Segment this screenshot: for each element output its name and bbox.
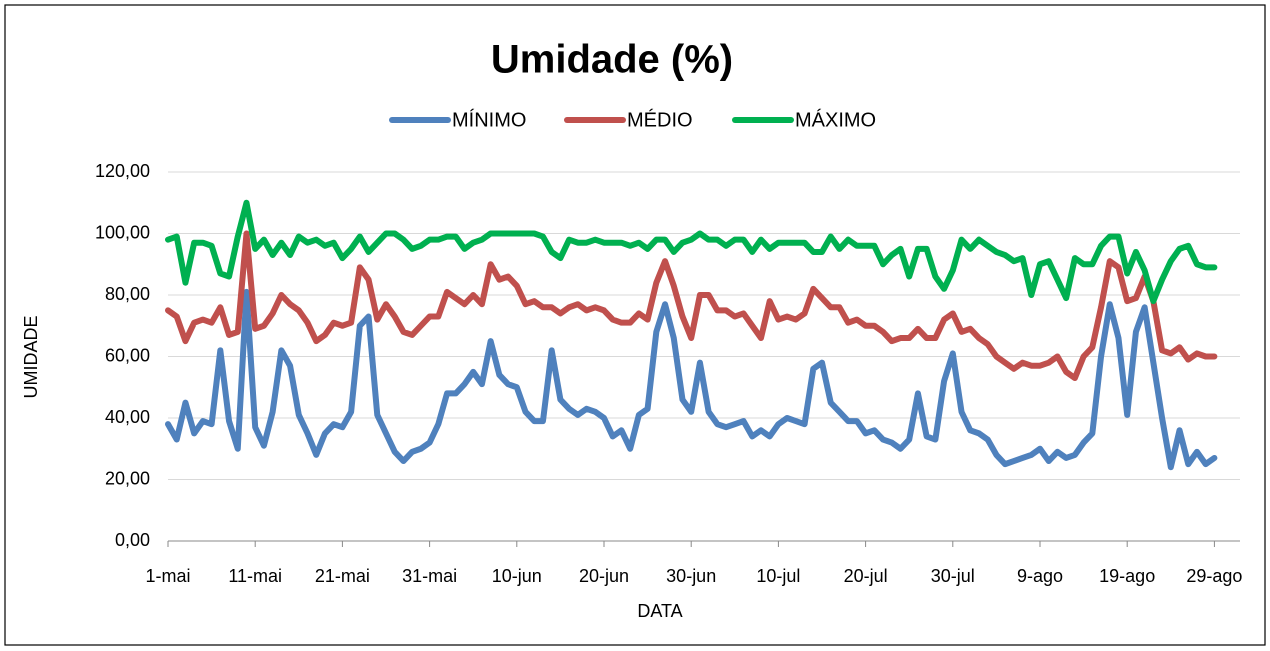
y-axis-label: UMIDADE	[21, 315, 41, 398]
x-tick-label: 9-ago	[1017, 566, 1063, 586]
series-line	[165, 230, 1218, 382]
series-line	[165, 199, 1218, 305]
x-tick-label: 21-mai	[315, 566, 370, 586]
x-tick-label: 11-mai	[228, 566, 282, 586]
y-tick-label: 80,00	[105, 284, 150, 304]
x-tick-label: 20-jun	[579, 566, 629, 586]
x-tick-label: 30-jun	[666, 566, 716, 586]
x-tick-label: 29-ago	[1186, 566, 1242, 586]
y-tick-label: 120,00	[95, 161, 150, 181]
legend-label: MÍNIMO	[452, 108, 526, 131]
x-tick-label: 10-jun	[492, 566, 542, 586]
y-tick-label: 40,00	[105, 407, 150, 427]
x-tick-label: 20-jul	[844, 566, 888, 586]
legend-label: MÁXIMO	[795, 108, 876, 131]
y-tick-label: 20,00	[105, 468, 150, 488]
x-axis-label: DATA	[637, 601, 682, 621]
x-tick-label: 10-jul	[756, 566, 800, 586]
x-tick-label: 19-ago	[1099, 566, 1155, 586]
chart-title: Umidade (%)	[491, 38, 733, 82]
x-tick-label: 31-mai	[402, 566, 457, 586]
y-tick-label: 100,00	[95, 222, 150, 242]
legend-label: MÉDIO	[627, 108, 693, 131]
x-tick-label: 1-mai	[145, 566, 190, 586]
chart-border	[4, 4, 1266, 646]
y-tick-label: 0,00	[115, 530, 150, 550]
series-line	[165, 288, 1218, 471]
y-tick-label: 60,00	[105, 345, 150, 365]
x-tick-label: 30-jul	[931, 566, 975, 586]
